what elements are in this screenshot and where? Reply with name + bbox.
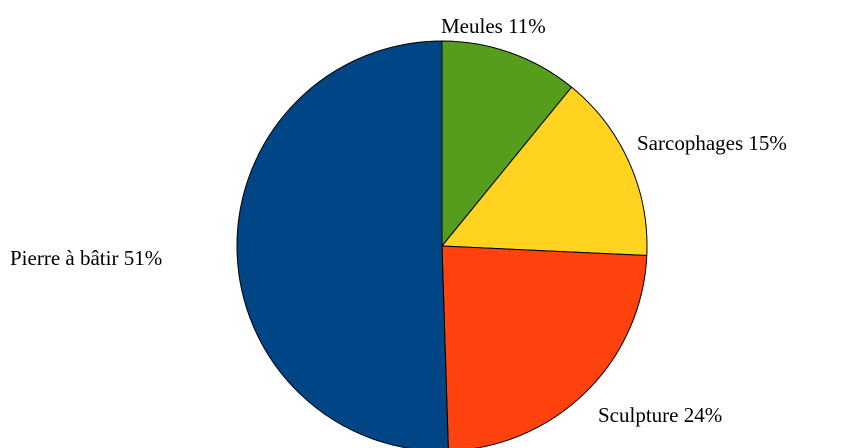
slice-label-sarcophages: Sarcophages 15%	[637, 131, 787, 155]
slice-label-meules: Meules 11%	[441, 14, 546, 38]
slice-label-pierre-a-batir: Pierre à bâtir 51%	[10, 246, 162, 270]
pie-labels: Meules 11% Sarcophages 15% Sculpture 24%…	[10, 14, 787, 427]
pie-slices	[236, 40, 648, 448]
pie-slice-sculpture	[441, 245, 648, 448]
pie-slice-sarcophages	[441, 86, 648, 257]
pie-slice-pierre-a-batir	[236, 40, 449, 448]
pie-slice-meules	[441, 40, 573, 247]
slice-label-sculpture: Sculpture 24%	[598, 403, 722, 427]
